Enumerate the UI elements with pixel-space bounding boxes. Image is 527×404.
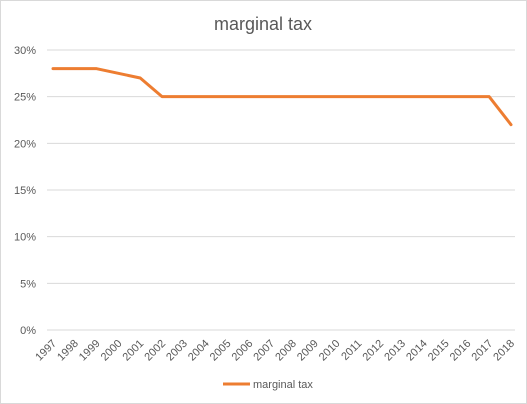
x-tick-label: 1998: [55, 338, 81, 364]
series-line-marginal-tax: [51, 67, 513, 127]
x-tick-label: 2017: [470, 338, 496, 364]
y-tick-label: 10%: [14, 232, 36, 244]
chart-title: marginal tax: [214, 14, 312, 34]
x-tick-label: 2006: [230, 338, 256, 364]
x-tick-label: 2008: [273, 338, 299, 364]
x-tick-label: 2009: [295, 338, 321, 364]
x-axis-ticks: 1997199819992000200120022003200420052006…: [33, 338, 517, 364]
y-tick-label: 25%: [14, 92, 36, 104]
y-tick-label: 20%: [14, 138, 36, 150]
y-tick-label: 5%: [20, 278, 36, 290]
legend: marginal tax: [223, 379, 313, 391]
x-tick-label: 2015: [426, 338, 452, 364]
x-tick-label: 2010: [317, 338, 343, 364]
x-tick-label: 2001: [121, 338, 147, 364]
x-tick-label: 2005: [208, 338, 234, 364]
x-tick-label: 2011: [339, 338, 364, 363]
y-tick-label: 0%: [20, 325, 36, 337]
x-tick-label: 2004: [186, 338, 212, 364]
x-tick-label: 2018: [491, 338, 517, 364]
x-tick-label: 2003: [164, 338, 190, 364]
x-tick-label: 2014: [404, 338, 430, 364]
x-tick-label: 2007: [251, 338, 277, 364]
x-tick-label: 2013: [382, 338, 408, 364]
x-tick-label: 2000: [99, 338, 125, 364]
x-tick-label: 1999: [77, 338, 103, 364]
legend-label-marginal-tax: marginal tax: [253, 379, 313, 391]
x-tick-label: 2002: [142, 338, 168, 364]
gridlines: [47, 49, 515, 331]
y-tick-label: 30%: [14, 45, 36, 57]
x-tick-label: 2012: [360, 338, 386, 364]
x-tick-label: 2016: [448, 338, 474, 364]
y-axis-ticks: 0% 5% 10% 15% 20% 25% 30%: [14, 45, 36, 337]
x-tick-label: 1997: [33, 338, 59, 364]
series-layer: [51, 67, 513, 127]
y-tick-label: 15%: [14, 185, 36, 197]
